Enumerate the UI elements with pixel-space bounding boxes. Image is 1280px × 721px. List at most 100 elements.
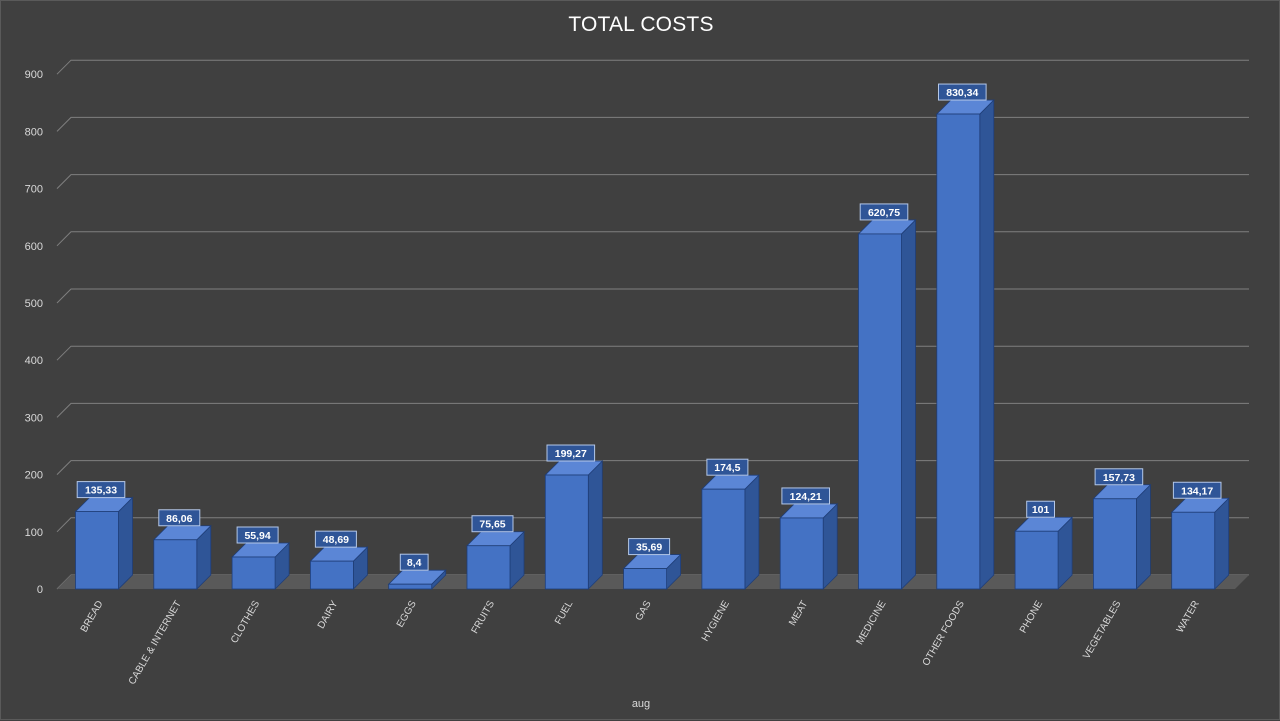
bar-front <box>544 474 589 590</box>
y-tick-label: 600 <box>25 241 43 253</box>
data-label: 830,34 <box>938 83 987 101</box>
data-labels: 135,33 86,06 55,94 48,69 8,4 75,65 199,27 35,69… <box>76 83 1222 571</box>
y-tick-label: 200 <box>25 470 43 482</box>
bar-front <box>779 517 824 590</box>
bar <box>544 460 604 590</box>
bar-front <box>1171 511 1216 590</box>
gridline <box>56 460 1249 475</box>
bar-side <box>744 474 760 590</box>
bar-side <box>822 502 838 590</box>
data-label: 620,75 <box>859 203 909 221</box>
bar <box>1014 516 1074 590</box>
data-label: 75,65 <box>471 515 514 533</box>
x-tick-label: GAS <box>634 599 654 623</box>
bar-front <box>701 488 746 590</box>
x-tick-label: FRUITS <box>470 599 498 636</box>
data-label: 174,5 <box>706 458 749 476</box>
x-axis-title: aug <box>632 698 650 710</box>
bar-side <box>118 496 133 590</box>
data-label-box <box>938 83 987 101</box>
data-label-box <box>1172 481 1222 499</box>
gridline <box>56 517 1249 533</box>
bar-front <box>1093 498 1137 590</box>
bar-front <box>153 539 198 590</box>
gridline <box>56 402 1249 418</box>
data-label-text: 55,94 <box>244 530 270 542</box>
bar <box>1170 497 1230 590</box>
x-tick-label: OTHER FOODS <box>921 599 967 668</box>
data-label-text: 830,34 <box>946 87 978 99</box>
data-label-box <box>781 487 831 505</box>
bar-side <box>587 460 603 590</box>
x-tick-label: CLOTHES <box>229 599 262 646</box>
x-tick-label: CABLE & INTERNET <box>127 599 184 687</box>
bar-front <box>388 583 433 590</box>
data-label-text: 35,69 <box>636 542 662 554</box>
bar <box>622 553 682 590</box>
data-label-box <box>546 444 596 462</box>
data-label-box <box>859 203 909 221</box>
data-label-text: 86,06 <box>166 513 192 525</box>
data-label-box <box>471 515 514 533</box>
y-tick-label: 700 <box>25 184 43 196</box>
data-label-text: 134,17 <box>1181 485 1213 497</box>
data-label-text: 48,69 <box>323 534 349 546</box>
bar-front <box>75 511 119 590</box>
y-tick-label: 0 <box>37 584 43 596</box>
x-tick-label: DAIRY <box>316 599 341 631</box>
bars <box>74 99 1230 590</box>
y-tick-label: 900 <box>25 69 43 81</box>
data-label: 8,4 <box>399 553 429 571</box>
bar <box>152 524 212 590</box>
bar-front <box>1014 530 1059 590</box>
y-tick-label: 400 <box>25 355 43 367</box>
data-label-text: 75,65 <box>479 519 505 531</box>
x-tick-label: MEAT <box>787 599 810 628</box>
bar-front <box>623 568 667 590</box>
bar-front <box>936 113 981 590</box>
data-label-text: 199,27 <box>555 448 587 460</box>
x-tick-label: HYGIENE <box>700 599 732 644</box>
gridlines <box>56 59 1249 590</box>
data-label: 86,06 <box>158 509 201 527</box>
data-label-box <box>314 530 357 548</box>
data-label: 157,73 <box>1094 468 1144 486</box>
data-label: 199,27 <box>546 444 596 462</box>
gridline <box>56 288 1249 304</box>
data-label-box <box>236 526 279 544</box>
data-label-text: 135,33 <box>85 485 117 497</box>
y-tick-label: 800 <box>25 126 43 138</box>
data-label-box <box>628 538 671 556</box>
y-tick-label: 300 <box>25 412 43 424</box>
bar-side <box>1214 497 1230 590</box>
y-tick-label: 500 <box>25 298 43 310</box>
bar <box>387 569 447 590</box>
data-label-text: 174,5 <box>714 462 740 474</box>
data-label-box <box>399 553 429 571</box>
bar-side <box>979 99 995 590</box>
x-axis: BREAD CABLE & INTERNET CLOTHES DAIRY EGGS FRU… <box>79 599 1202 687</box>
gridline <box>56 174 1249 189</box>
chart-title: TOTAL COSTS <box>568 13 714 36</box>
x-tick-label: WATER <box>1175 599 1202 635</box>
x-tick-label: PHONE <box>1018 599 1045 636</box>
data-label-text: 157,73 <box>1103 472 1135 484</box>
bar <box>700 474 760 590</box>
bar <box>1092 483 1152 590</box>
bar-side <box>1136 483 1151 590</box>
bar <box>779 502 839 590</box>
x-tick-label: EGGS <box>395 599 419 630</box>
data-label-text: 101 <box>1032 504 1050 516</box>
bar <box>857 218 917 590</box>
data-label: 48,69 <box>314 530 357 548</box>
x-tick-label: MEDICINE <box>855 599 889 647</box>
data-label-box <box>158 509 201 527</box>
bar <box>231 542 291 590</box>
data-label: 55,94 <box>236 526 279 544</box>
y-tick-label: 100 <box>25 527 43 539</box>
data-label: 124,21 <box>781 487 831 505</box>
data-label-text: 124,21 <box>790 491 822 503</box>
gridline <box>56 116 1249 132</box>
